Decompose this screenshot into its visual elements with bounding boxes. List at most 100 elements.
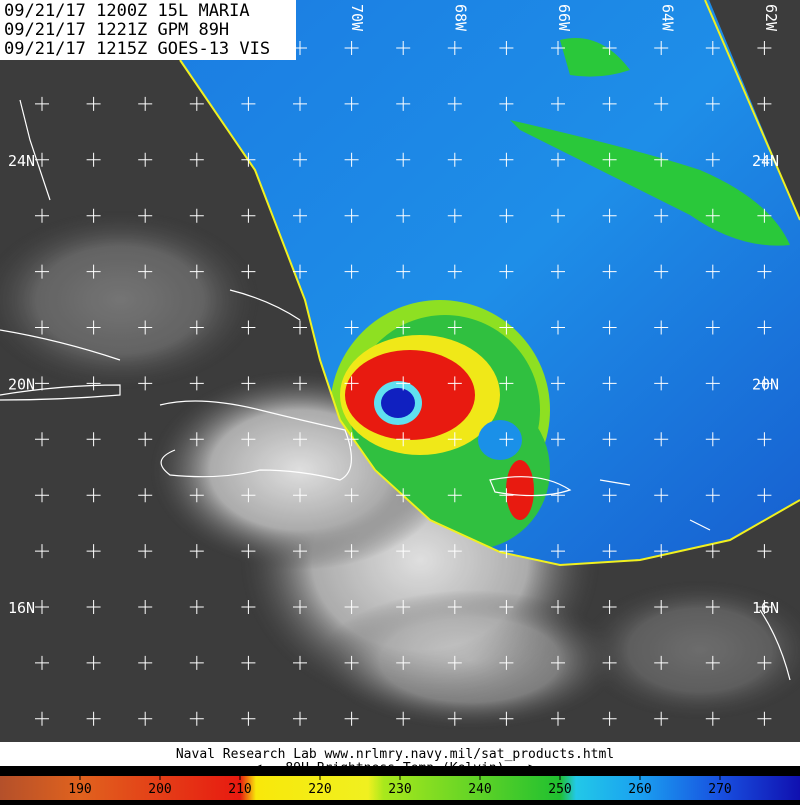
grid-cross	[344, 432, 359, 447]
grid-cross	[189, 544, 204, 559]
grid-cross	[396, 264, 411, 279]
grid-cross	[499, 264, 514, 279]
longitude-label: 64W	[659, 4, 677, 32]
grid-cross	[447, 376, 462, 391]
grid-cross	[602, 711, 617, 726]
grid-cross	[293, 96, 307, 111]
grid-cross	[654, 208, 669, 223]
colorbar-ticks: 190 200 210 220 230 240 250 260 270	[68, 776, 732, 797]
grid-cross	[499, 41, 514, 55]
grid-cross	[499, 320, 514, 335]
grid-cross	[344, 376, 359, 391]
grid-cross	[499, 376, 514, 391]
grid-cross	[35, 208, 49, 223]
grid-cross	[189, 711, 204, 726]
grid-cross	[86, 152, 101, 167]
longitude-labels: 70W 68W 66W 64W 62W	[348, 4, 780, 32]
grid-cross	[293, 600, 307, 614]
grid-cross	[499, 152, 514, 167]
grid-cross	[293, 264, 307, 279]
grid-cross	[551, 432, 565, 447]
grid-cross	[447, 655, 462, 670]
grid-cross	[551, 264, 565, 279]
grid-cross	[138, 488, 153, 503]
grid-cross	[654, 376, 669, 391]
grid-cross	[654, 655, 669, 670]
grid-cross	[241, 600, 256, 614]
grid-cross	[344, 264, 359, 279]
grid-cross	[138, 600, 153, 614]
grid-cross	[293, 432, 307, 447]
grid-cross	[35, 432, 49, 447]
grid-cross	[499, 208, 514, 223]
grid-cross	[293, 152, 307, 167]
colorbar-tick-label: 220	[308, 782, 331, 797]
grid-cross	[396, 41, 411, 55]
grid-cross	[499, 544, 514, 559]
grid-cross	[602, 376, 617, 391]
grid-cross	[396, 376, 411, 391]
footer-credit: Naval Research Lab www.nrlmry.navy.mil/s…	[176, 747, 614, 762]
grid-cross	[35, 152, 49, 167]
grid-cross	[757, 320, 772, 335]
grid-cross	[602, 655, 617, 670]
grid-cross	[654, 432, 669, 447]
grid-cross	[293, 320, 307, 335]
grid-cross	[189, 208, 204, 223]
grid-cross	[138, 320, 153, 335]
grid-cross	[241, 264, 256, 279]
grid-cross	[499, 655, 514, 670]
grid-cross	[189, 264, 204, 279]
grid-cross	[705, 376, 720, 391]
colorbar-tick-label: 210	[228, 782, 251, 797]
header-line: 09/21/17 1215Z GOES-13 VIS	[4, 39, 270, 59]
header-line: 09/21/17 1200Z 15L MARIA	[4, 1, 250, 21]
grid-cross	[396, 320, 411, 335]
grid-cross	[344, 711, 359, 726]
colorbar-tick-label: 270	[708, 782, 731, 797]
grid-cross	[241, 655, 256, 670]
grid-cross	[241, 544, 256, 559]
grid-cross	[293, 544, 307, 559]
grid-cross	[602, 152, 617, 167]
colorbar-tick-label: 250	[548, 782, 571, 797]
grid-cross	[705, 96, 720, 111]
latitude-label: 16N	[8, 599, 35, 617]
grid-cross	[654, 41, 669, 55]
grid-cross	[35, 320, 49, 335]
grid-cross	[654, 264, 669, 279]
grid-cross	[447, 152, 462, 167]
grid-cross	[189, 320, 204, 335]
grid-cross	[757, 711, 772, 726]
grid-cross	[86, 544, 101, 559]
grid-cross	[241, 711, 256, 726]
grid-cross	[189, 96, 204, 111]
grid-cross	[293, 655, 307, 670]
grid-cross	[86, 264, 101, 279]
grid-cross	[86, 432, 101, 447]
latitude-label: 20N	[752, 376, 779, 394]
grid-cross	[35, 96, 49, 111]
grid-cross	[138, 96, 153, 111]
grid-cross	[757, 432, 772, 447]
grid-cross	[396, 96, 411, 111]
grid-cross	[551, 320, 565, 335]
grid-cross	[757, 96, 772, 111]
grid-cross	[86, 655, 101, 670]
grid-cross	[447, 208, 462, 223]
grid-cross	[705, 152, 720, 167]
grid-cross	[602, 41, 617, 55]
grid-cross	[396, 544, 411, 559]
grid-cross	[35, 711, 49, 726]
grid-cross	[241, 488, 256, 503]
grid-cross	[499, 711, 514, 726]
grid-cross	[705, 432, 720, 447]
grid-cross	[344, 600, 359, 614]
header-line: 09/21/17 1221Z GPM 89H	[4, 20, 229, 40]
grid-cross	[705, 711, 720, 726]
latitude-label: 20N	[8, 376, 35, 394]
grid-cross	[757, 152, 772, 167]
colorbar-tick-label: 230	[388, 782, 411, 797]
grid-cross	[293, 208, 307, 223]
